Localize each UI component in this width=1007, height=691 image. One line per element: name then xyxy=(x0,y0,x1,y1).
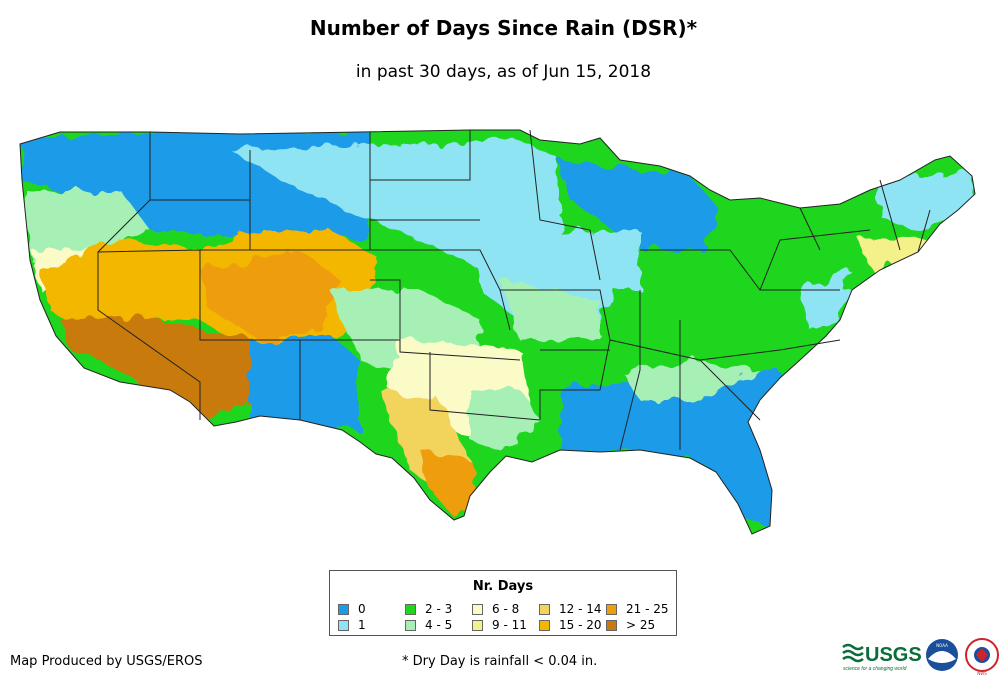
region-21-25-days xyxy=(420,450,480,518)
legend-swatch xyxy=(338,619,349,631)
region-4-5-days xyxy=(500,280,600,340)
nws-label: NWS xyxy=(977,671,987,676)
state-boundary xyxy=(609,249,841,451)
legend-label: 6 - 8 xyxy=(492,602,520,616)
usgs-wave-icon xyxy=(842,643,864,663)
usgs-wordmark: USGS xyxy=(865,644,922,666)
legend: Nr. Days 0 1 2 - 3 4 - 5 6 - 8 9 - 11 12 xyxy=(329,570,677,636)
legend-item: 15 - 20 xyxy=(539,617,606,633)
legend-label: 21 - 25 xyxy=(626,602,669,616)
legend-swatch xyxy=(472,603,483,615)
us-dsr-map xyxy=(19,129,976,535)
region-9-11-days xyxy=(860,236,940,270)
legend-item: > 25 xyxy=(606,617,673,633)
region-0-days xyxy=(250,335,360,430)
agency-logos: USGS science for a changing world NOAA N… xyxy=(842,638,999,676)
legend-item: 12 - 14 xyxy=(539,601,606,617)
region-1-day xyxy=(230,140,560,280)
usgs-tagline: science for a changing world xyxy=(843,666,907,672)
credit-text: Map Produced by USGS/EROS xyxy=(10,654,203,669)
legend-item: 2 - 3 xyxy=(405,601,472,617)
state-boundary xyxy=(500,129,611,420)
legend-swatch xyxy=(405,603,416,615)
region-4-5-days xyxy=(470,390,540,450)
legend-label: 1 xyxy=(358,618,366,632)
region-0-days xyxy=(560,160,720,250)
region-4-5-days xyxy=(620,360,760,400)
legend-item: 0 xyxy=(338,601,405,617)
legend-swatch xyxy=(539,619,550,631)
region-over-25-days xyxy=(60,316,260,420)
state-boundary xyxy=(300,279,541,421)
legend-item: 21 - 25 xyxy=(606,601,673,617)
legend-label: 4 - 5 xyxy=(425,618,453,632)
legend-swatch xyxy=(405,619,416,631)
region-4-5-days xyxy=(26,190,150,260)
region-21-25-days xyxy=(200,250,340,340)
legend-label: 2 - 3 xyxy=(425,602,453,616)
legend-swatch xyxy=(338,603,349,615)
map-title: Number of Days Since Rain (DSR)* xyxy=(309,16,698,40)
nws-logo: NWS xyxy=(965,638,999,676)
nws-star-icon xyxy=(976,648,988,662)
legend-swatch xyxy=(606,603,617,615)
legend-item: 4 - 5 xyxy=(405,617,472,633)
legend-label: 12 - 14 xyxy=(559,602,602,616)
legend-item: 6 - 8 xyxy=(472,601,539,617)
legend-swatch xyxy=(472,619,483,631)
legend-title: Nr. Days xyxy=(472,579,534,594)
state-boundary xyxy=(250,130,511,331)
state-boundary xyxy=(759,179,931,291)
footnote-text: * Dry Day is rainfall < 0.04 in. xyxy=(402,654,598,669)
noaa-bird-icon xyxy=(928,651,956,663)
us-outline xyxy=(19,129,976,535)
map-subtitle: in past 30 days, as of Jun 15, 2018 xyxy=(355,62,652,82)
region-1-day xyxy=(800,270,850,330)
legend-items: 0 1 2 - 3 4 - 5 6 - 8 9 - 11 12 - 14 15 xyxy=(338,601,673,633)
legend-label: 9 - 11 xyxy=(492,618,527,632)
noaa-label: NOAA xyxy=(936,643,948,648)
legend-label: 15 - 20 xyxy=(559,618,602,632)
legend-label: 0 xyxy=(358,602,366,616)
region-1-day xyxy=(590,230,640,290)
legend-swatch xyxy=(606,619,617,631)
legend-label: > 25 xyxy=(626,618,656,632)
noaa-logo: NOAA xyxy=(926,639,958,671)
legend-item: 9 - 11 xyxy=(472,617,539,633)
usgs-logo: USGS science for a changing world xyxy=(842,643,922,672)
legend-swatch xyxy=(539,603,550,615)
legend-item: 1 xyxy=(338,617,405,633)
